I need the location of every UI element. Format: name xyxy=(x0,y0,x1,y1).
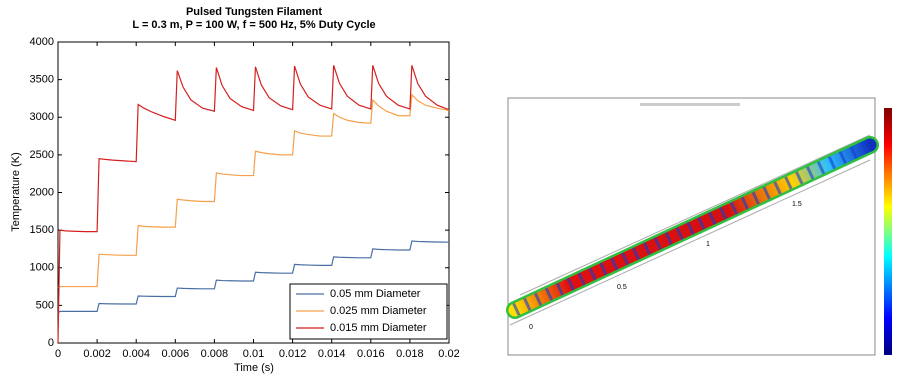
x-tick-label: 0.02 xyxy=(438,348,459,360)
x-tick-label: 0.012 xyxy=(279,348,307,360)
y-tick-label: 3000 xyxy=(30,111,54,123)
page: Pulsed Tungsten Filament L = 0.3 m, P = … xyxy=(0,0,901,377)
x-axis-label: Time (s) xyxy=(234,362,274,374)
x-tick-label: 0.006 xyxy=(162,348,190,360)
y-tick-label: 1500 xyxy=(30,224,54,236)
chart-title: Pulsed Tungsten Filament xyxy=(186,6,322,18)
series-line xyxy=(58,95,449,288)
legend-label: 0.025 mm Diameter xyxy=(330,305,427,317)
x-tick-label: 0.01 xyxy=(243,348,264,360)
legend-label: 0.05 mm Diameter xyxy=(330,288,421,300)
x-tick-label: 0.008 xyxy=(201,348,229,360)
y-tick-label: 1000 xyxy=(30,262,54,274)
x-tick-label: 0.018 xyxy=(396,348,424,360)
x-tick-label: 0.002 xyxy=(83,348,111,360)
sim-axis-label: 0.5 xyxy=(617,284,627,291)
simulation-panel: 0 0.5 1 1.5 xyxy=(508,98,892,355)
y-tick-label: 4000 xyxy=(30,36,54,48)
x-tick-label: 0.014 xyxy=(318,348,346,360)
y-axis-label: Temperature (K) xyxy=(10,152,22,231)
y-tick-label: 0 xyxy=(48,337,54,349)
sim-title xyxy=(640,103,740,106)
x-tick-label: 0.004 xyxy=(122,348,150,360)
sim-axis-label: 0 xyxy=(529,324,533,331)
x-tick-label: 0 xyxy=(55,348,61,360)
y-tick-label: 3500 xyxy=(30,74,54,86)
y-tick-label: 500 xyxy=(36,299,54,311)
figure: Pulsed Tungsten Filament L = 0.3 m, P = … xyxy=(0,0,901,377)
chart-subtitle: L = 0.3 m, P = 100 W, f = 500 Hz, 5% Dut… xyxy=(132,19,375,31)
y-tick-label: 2000 xyxy=(30,186,54,198)
x-tick-label: 0.016 xyxy=(357,348,385,360)
legend-label: 0.015 mm Diameter xyxy=(330,322,427,334)
y-tick-label: 2500 xyxy=(30,149,54,161)
colorbar xyxy=(884,108,892,355)
sim-axis-label: 1.5 xyxy=(792,201,802,208)
sim-axis-label: 1 xyxy=(706,241,710,248)
